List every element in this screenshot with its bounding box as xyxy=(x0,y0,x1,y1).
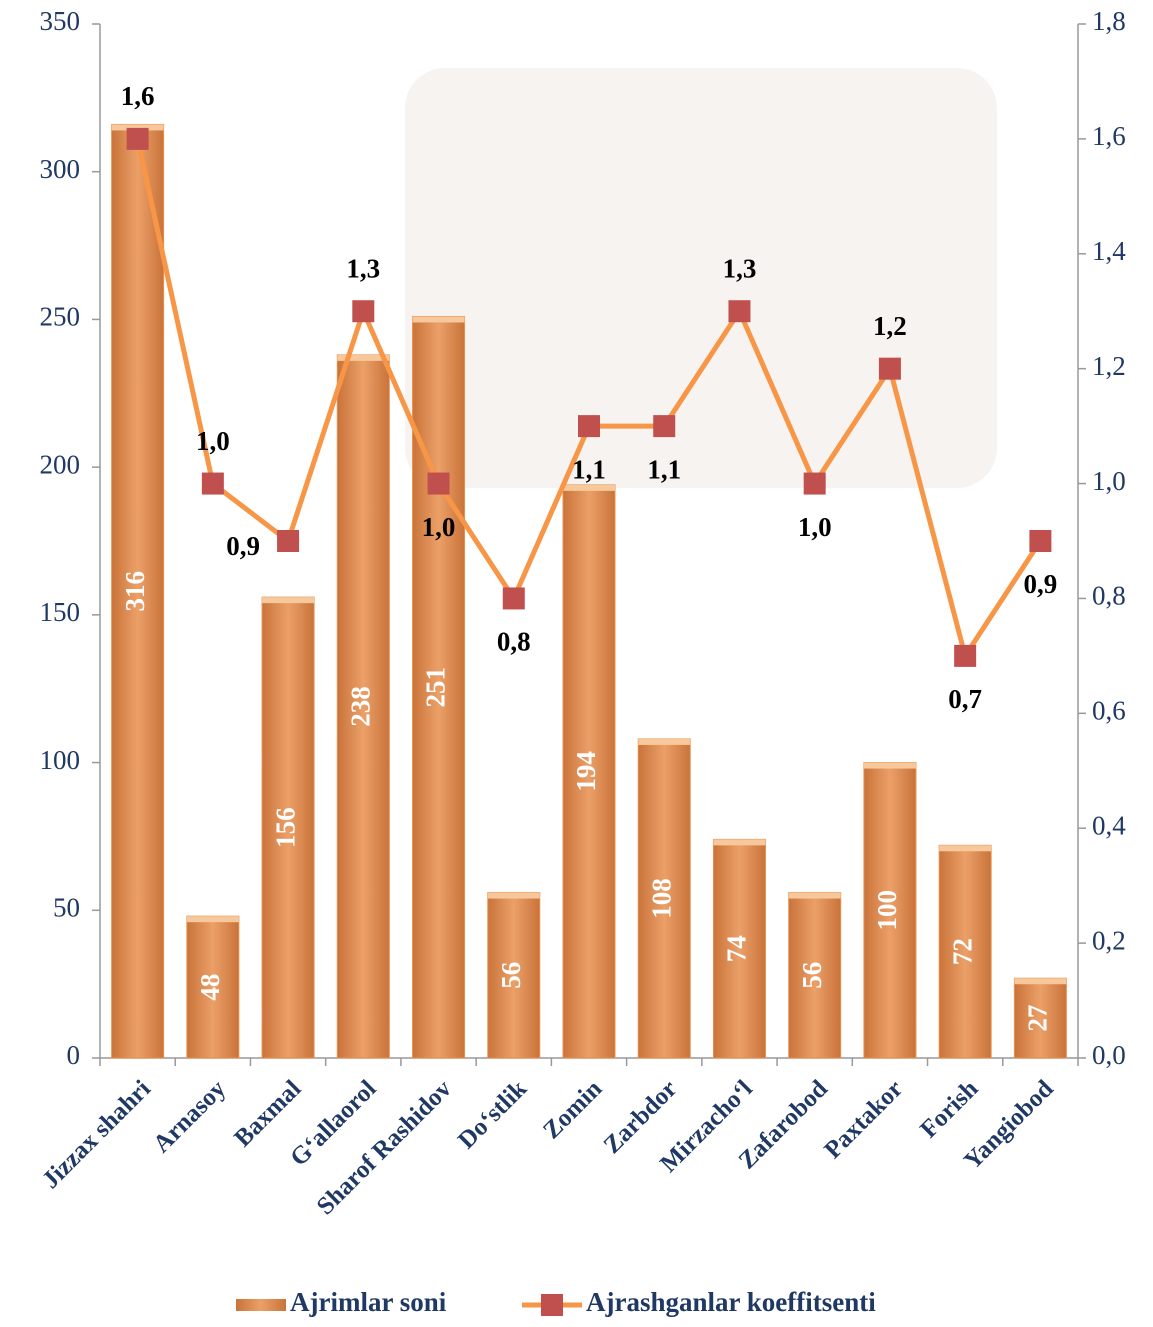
y2-tick-label: 1,0 xyxy=(1092,466,1126,496)
line-label: 1,1 xyxy=(647,454,681,484)
bar-cap xyxy=(638,738,691,745)
bar xyxy=(261,596,315,1059)
bar-label: 74 xyxy=(722,935,752,962)
bar-label: 194 xyxy=(571,751,601,792)
line-marker xyxy=(653,415,676,438)
bar-label: 48 xyxy=(195,974,225,1001)
bar-label: 156 xyxy=(270,807,300,848)
bar-cap xyxy=(713,839,766,846)
line-label: 1,0 xyxy=(798,512,832,542)
line-marker xyxy=(277,530,300,552)
bar-label: 27 xyxy=(1023,1005,1053,1032)
y2-tick-label: 1,4 xyxy=(1092,236,1126,266)
bar xyxy=(487,892,541,1059)
bar-cap xyxy=(412,316,465,323)
line-label: 0,9 xyxy=(226,531,260,561)
line-marker xyxy=(352,300,375,323)
bar-cap xyxy=(863,762,916,769)
bar-label: 72 xyxy=(947,938,977,965)
y-tick-label: 100 xyxy=(40,745,81,775)
x-tick-label: Forish xyxy=(915,1075,983,1143)
line-marker xyxy=(728,300,751,323)
bar-cap xyxy=(788,892,841,899)
y2-tick-label: 1,6 xyxy=(1092,121,1126,151)
y2-tick-label: 1,8 xyxy=(1092,6,1126,36)
bar-cap xyxy=(262,597,315,604)
x-tick-label: Paxtakor xyxy=(819,1075,908,1164)
line-label: 1,0 xyxy=(196,426,230,456)
line-marker xyxy=(1029,530,1052,552)
bar-cap xyxy=(487,892,540,899)
y-tick-label: 50 xyxy=(53,892,80,922)
background-image xyxy=(405,68,997,488)
bar xyxy=(637,738,691,1059)
bar-label: 316 xyxy=(120,571,150,612)
y2-tick-label: 0,4 xyxy=(1092,810,1126,840)
line-label: 1,0 xyxy=(422,512,456,542)
bar xyxy=(186,915,240,1059)
x-tick-label: Baxmal xyxy=(229,1075,306,1152)
y-tick-label: 0 xyxy=(67,1040,81,1070)
bar-cap xyxy=(1014,978,1067,985)
bar-label: 56 xyxy=(797,962,827,989)
y-tick-label: 150 xyxy=(40,597,81,627)
legend-label: Ajrashganlar koeffitsenti xyxy=(586,1287,876,1317)
bar-cap xyxy=(563,484,615,491)
bar xyxy=(562,484,616,1059)
bar-cap xyxy=(186,916,239,923)
y2-tick-label: 0,6 xyxy=(1092,696,1126,726)
line-marker xyxy=(201,472,224,495)
y2-tick-label: 0,8 xyxy=(1092,581,1126,611)
line-marker xyxy=(427,472,450,495)
bar-cap xyxy=(111,124,164,131)
line-label: 1,3 xyxy=(346,253,380,283)
line-label: 1,3 xyxy=(723,253,757,283)
legend-swatch-marker xyxy=(541,1294,563,1316)
bar-label: 238 xyxy=(346,686,376,727)
x-tick-label: Sharof Rashidov xyxy=(312,1075,457,1220)
line-label: 1,6 xyxy=(121,81,155,111)
bar xyxy=(938,844,992,1059)
y-tick-label: 200 xyxy=(40,449,81,479)
bar-label: 100 xyxy=(872,890,902,931)
line-label: 0,8 xyxy=(497,627,531,657)
y-tick-label: 250 xyxy=(40,302,81,332)
bar xyxy=(863,762,917,1059)
bar-cap xyxy=(939,845,992,852)
y2-tick-label: 1,2 xyxy=(1092,351,1126,381)
bar-label: 108 xyxy=(646,878,676,919)
x-tick-label: Do‘stlik xyxy=(453,1075,532,1154)
line-marker xyxy=(954,644,977,667)
bar xyxy=(1013,977,1067,1059)
legend-label: Ajrimlar soni xyxy=(290,1287,447,1317)
bar xyxy=(336,354,390,1059)
line-marker xyxy=(126,127,149,150)
y2-tick-label: 0,2 xyxy=(1092,925,1126,955)
legend-swatch-bar xyxy=(236,1299,286,1311)
x-tick-label: Jizzax shahri xyxy=(37,1075,156,1194)
bar-label: 251 xyxy=(421,667,451,708)
line-label: 0,9 xyxy=(1024,569,1058,599)
bar xyxy=(111,123,165,1059)
bar-cap xyxy=(337,354,390,361)
line-label: 1,1 xyxy=(572,454,606,484)
x-tick-label: Zomin xyxy=(538,1075,607,1144)
bar xyxy=(712,838,766,1059)
line-marker xyxy=(803,472,826,495)
y2-tick-label: 0,0 xyxy=(1092,1040,1126,1070)
bar-label: 56 xyxy=(496,962,526,989)
y-tick-label: 300 xyxy=(40,154,81,184)
line-marker xyxy=(878,357,901,380)
line-label: 0,7 xyxy=(948,684,982,714)
x-tick-label: Arnasoy xyxy=(148,1075,231,1158)
y-tick-label: 350 xyxy=(40,6,81,36)
line-marker xyxy=(502,587,525,610)
line-marker xyxy=(578,415,600,438)
line-label: 1,2 xyxy=(873,311,907,341)
